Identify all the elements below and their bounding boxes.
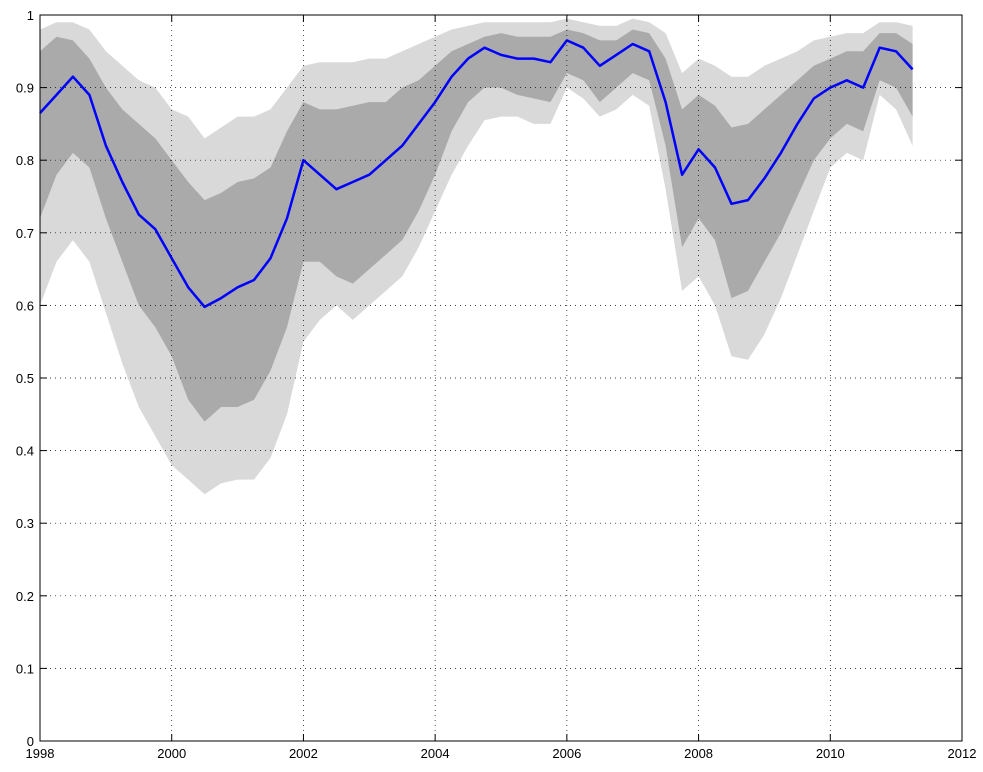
- x-tick-label: 2000: [157, 746, 186, 761]
- x-tick-label: 2006: [552, 746, 581, 761]
- y-tick-label: 0.1: [16, 661, 34, 676]
- x-tick-label: 2008: [684, 746, 713, 761]
- x-tick-label: 2004: [421, 746, 450, 761]
- y-tick-label: 0.8: [16, 153, 34, 168]
- x-tick-label: 2012: [948, 746, 977, 761]
- x-tick-label: 2010: [816, 746, 845, 761]
- y-tick-label: 0.2: [16, 589, 34, 604]
- y-tick-label: 0.5: [16, 371, 34, 386]
- band: [40, 29, 913, 422]
- y-tick-label: 0.7: [16, 226, 34, 241]
- y-tick-label: 0.9: [16, 81, 34, 96]
- y-tick-label: 0.4: [16, 444, 34, 459]
- plot-frame: [39, 14, 963, 742]
- y-tick-label: 0.3: [16, 516, 34, 531]
- y-tick-label: 0.6: [16, 298, 34, 313]
- x-tick-label: 1998: [26, 746, 55, 761]
- line: [39, 39, 914, 309]
- x-tick-label: 2002: [289, 746, 318, 761]
- y-tick-label: 1: [27, 8, 34, 23]
- y-tick-label: 0: [27, 734, 34, 749]
